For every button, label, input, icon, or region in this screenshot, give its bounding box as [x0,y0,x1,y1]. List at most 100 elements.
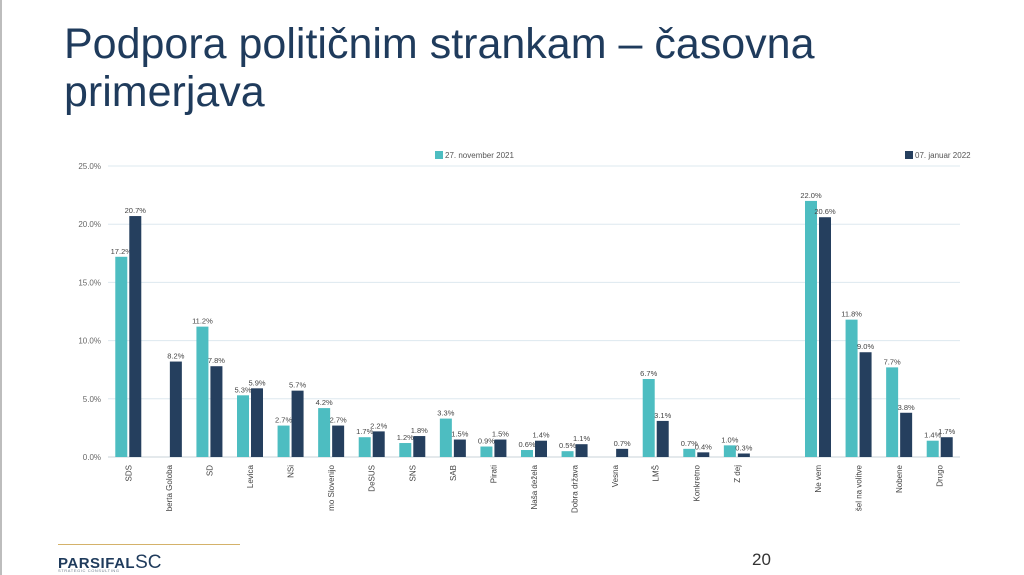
bar [251,388,263,457]
x-tick-label: SD [205,465,214,476]
bar [886,367,899,457]
bar [683,448,696,457]
bar [642,379,655,457]
bar [358,437,371,457]
y-tick-label: 10.0% [78,337,101,346]
y-tick-label: 0.0% [83,453,101,462]
bar [900,412,913,457]
data-label: 0.3% [735,444,752,453]
data-label: 0.7% [614,439,631,448]
x-tick-label: SAB [449,465,458,481]
data-label: 1.0% [721,435,738,444]
data-label: 2.7% [275,416,292,425]
x-tick-label: Z dej [733,465,742,483]
bar [115,256,128,457]
bar [561,451,574,457]
x-tick-label: Nobene [895,464,904,493]
data-label: 1.4% [924,431,941,440]
x-tick-label: berta Goloba [165,464,174,511]
logo-suffix: SC [135,552,162,573]
logo-main: PARSIFAL [58,555,136,572]
footer-rule [58,544,240,545]
bar [210,366,223,457]
bar [819,217,831,457]
data-label: 1.2% [397,433,414,442]
data-label: 20.7% [125,206,147,215]
x-tick-label: mo Slovenijo [327,464,336,510]
x-tick-label: Levica [246,464,255,488]
data-label: 3.1% [654,411,671,420]
bar [697,452,710,457]
x-tick-label: Drugo [936,464,945,486]
bar [521,450,533,457]
data-label: 8.2% [167,352,184,361]
data-label: 17.2% [111,247,133,256]
bar [318,408,331,457]
bar [413,436,426,457]
y-tick-label: 20.0% [78,220,101,229]
page-number: 20 [752,550,771,569]
data-label: 6.7% [640,369,657,378]
bar [399,443,412,457]
data-label: 0.5% [559,441,576,450]
data-label: 0.9% [478,437,495,446]
data-label: 11.8% [841,310,862,319]
x-tick-label: Vesna [611,464,620,487]
data-label: 9.0% [857,342,874,351]
data-label: 1.1% [573,434,590,443]
bar [169,361,182,457]
bar [845,319,858,457]
bar [196,326,209,457]
slide-left-edge [0,0,2,575]
data-label: 1.8% [411,426,428,435]
bar [332,425,345,457]
bar [291,390,304,457]
data-label: 1.5% [451,430,468,439]
x-tick-label: DeSUS [368,465,377,492]
data-label: 4.2% [316,398,333,407]
data-label: 3.8% [898,403,915,412]
data-label: 5.7% [289,381,306,390]
bar [535,440,547,457]
data-label: 5.3% [234,385,251,394]
slide-title: Podpora političnim strankam – časovna pr… [64,20,815,116]
x-tick-label: šel na volitve [855,464,864,511]
bar [453,439,466,457]
data-label: 3.3% [437,409,454,418]
bar [494,439,507,457]
bar [940,437,953,457]
legend-label: 27. november 2021 [445,151,514,160]
bar [616,448,629,457]
logo-tagline: STRATEGIC CONSULTING [58,568,120,573]
data-label: 2.7% [330,416,347,425]
data-label: 7.8% [208,356,225,365]
bar [723,445,736,457]
data-label: 22.0% [800,191,822,200]
bar [129,216,142,457]
data-label: 20.6% [814,207,836,216]
x-tick-label: Dobra država [571,464,580,513]
bar [859,352,872,457]
data-label: 1.7% [356,427,373,436]
bar [926,440,939,457]
x-tick-label: Naša dežela [530,464,539,509]
y-tick-label: 5.0% [83,395,101,404]
x-tick-label: Konkretno [692,464,701,501]
data-label: 0.6% [518,440,535,449]
x-tick-label: LMŠ [652,465,661,481]
bar [277,425,290,457]
x-tick-label: SDS [124,465,133,481]
legend-swatch [435,151,443,159]
y-tick-label: 15.0% [78,278,101,287]
data-label: 0.7% [681,439,698,448]
data-label: 5.9% [248,378,265,387]
legend-label: 07. januar 2022 [915,151,971,160]
data-label: 1.5% [492,430,509,439]
bar [656,420,669,457]
parsifal-logo: PARSIFALSC [58,552,161,574]
data-label: 0.4% [695,442,712,451]
data-label: 7.7% [884,357,901,366]
bar [439,418,452,457]
legend-swatch [905,151,913,159]
